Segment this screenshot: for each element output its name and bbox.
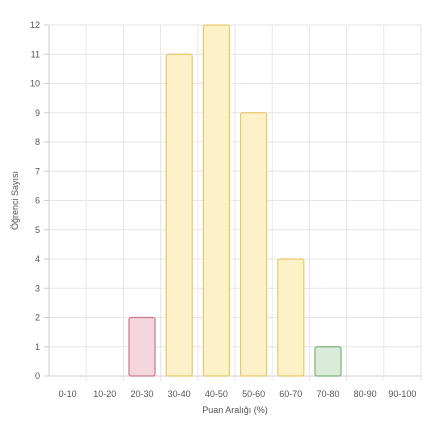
grid: [44, 24, 422, 381]
x-tick-label: 70-80: [316, 389, 339, 399]
y-tick-label: 7: [35, 166, 40, 176]
y-tick-label: 1: [35, 342, 40, 352]
y-tick-label: 11: [31, 49, 40, 59]
bar-60-70: [277, 258, 305, 377]
x-tick-label: 90-100: [388, 389, 416, 399]
bar-40-50: [202, 24, 231, 377]
bar-50-60: [239, 112, 268, 377]
y-tick-label: 3: [35, 283, 40, 293]
y-tick-label: 10: [30, 79, 40, 89]
x-axis-title: Puan Aralığı (%): [202, 405, 268, 415]
y-tick-label: 6: [35, 196, 40, 206]
y-tick-label: 0: [35, 371, 40, 381]
bars: [128, 24, 342, 377]
y-tick-label: 8: [35, 137, 40, 147]
x-tick-label: 0-10: [59, 389, 77, 399]
x-tick-label: 80-90: [354, 389, 377, 399]
y-tick-label: 4: [35, 254, 40, 264]
y-tick-label: 12: [30, 20, 40, 30]
y-tick-label: 5: [35, 225, 40, 235]
x-tick-label: 50-60: [242, 389, 265, 399]
x-tick-label: 60-70: [279, 389, 302, 399]
x-tick-label: 30-40: [168, 389, 191, 399]
bar-70-80: [314, 346, 342, 377]
bar-20-30: [128, 316, 156, 377]
y-tick-label: 2: [35, 313, 40, 323]
x-tick-label: 20-30: [130, 389, 153, 399]
x-tick-label: 40-50: [205, 389, 228, 399]
x-tick-label: 10-20: [93, 389, 116, 399]
x-axis-ticks: 0-10 10-20 20-30 30-40 40-50 50-60 60-70 70-80 8…: [59, 389, 417, 399]
y-axis-title: Öğrenci Sayısı: [10, 171, 20, 230]
y-tick-label: 9: [35, 108, 40, 118]
bar-30-40: [165, 53, 193, 377]
